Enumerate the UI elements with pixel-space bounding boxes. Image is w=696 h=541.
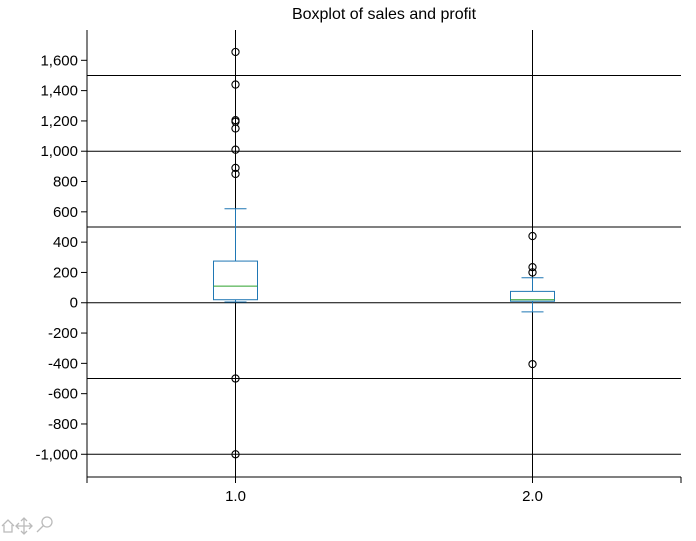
box [510, 290, 555, 302]
outlier-point [528, 268, 537, 277]
outlier-point [231, 450, 240, 459]
outlier-point [231, 374, 240, 383]
outlier-point [528, 359, 537, 369]
y-tick-label: -400 [48, 355, 78, 372]
y-tick-label: -1,000 [35, 446, 78, 463]
y-tick-label: -200 [48, 325, 78, 342]
outlier-point [231, 145, 240, 154]
outlier-point [231, 169, 240, 179]
y-tick-label: 400 [53, 234, 78, 251]
outlier-point [231, 80, 240, 89]
y-tick-label: 1,200 [40, 113, 78, 130]
outlier-point [528, 262, 537, 272]
pan-icon[interactable] [15, 517, 33, 535]
y-tick-label: 800 [53, 174, 78, 191]
outlier-point [231, 163, 240, 173]
plot-area: -1,000 -800 -600 -400 -200 0 200 400 600 800 1,000… [35, 30, 682, 505]
outlier-point [231, 124, 240, 133]
y-tick-label: 1,600 [40, 52, 78, 69]
box [213, 260, 258, 301]
y-tick-label: 600 [53, 204, 78, 221]
y-tick-label: 1,400 [40, 83, 78, 100]
x-tick-label: 2.0 [522, 488, 543, 505]
y-tick-label: 200 [53, 264, 78, 281]
outlier-point [231, 47, 240, 57]
chart-toolbar [0, 508, 70, 536]
outlier-point [528, 231, 537, 241]
chart-title: Boxplot of sales and profit [292, 6, 477, 23]
y-tick-label: -800 [48, 416, 78, 433]
x-tick-label: 1.0 [225, 488, 246, 505]
y-tick-label: -600 [48, 386, 78, 403]
zoom-icon[interactable] [36, 516, 53, 533]
home-icon[interactable] [1, 519, 15, 533]
y-tick-label: 0 [70, 295, 78, 312]
y-tick-label: 1,000 [40, 143, 78, 160]
